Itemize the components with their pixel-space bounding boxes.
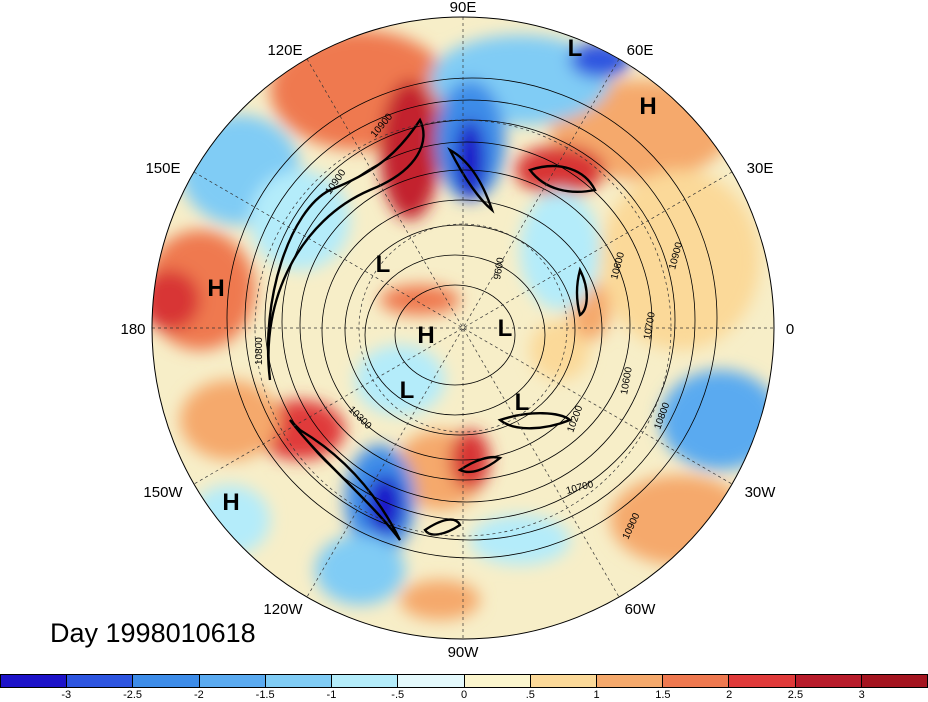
- low-marker: L: [400, 377, 415, 404]
- wind-contours: [266, 117, 597, 541]
- lon-label: 0: [786, 321, 794, 338]
- colorbar-box: [199, 674, 266, 688]
- colorbar-box: [530, 674, 597, 688]
- colorbar-box: [0, 674, 68, 688]
- colorbar-box: [596, 674, 664, 688]
- high-marker: H: [222, 489, 239, 516]
- low-marker: L: [568, 35, 583, 62]
- colorbar-tick-label: 1: [593, 689, 600, 701]
- colorbar-box: [795, 674, 862, 688]
- lon-label: 30E: [747, 160, 774, 177]
- low-marker: L: [376, 251, 391, 278]
- contour-label: 10800: [254, 337, 265, 365]
- colorbar-ticks: -3 -2.5 -2 -1.5 -1 -.5 0 .5 1 1.5 2 2.5 3: [0, 689, 928, 702]
- longitude-labels: 90E 60E 30E 0 30W 60W 90W 120W 150W 180 …: [120, 0, 794, 661]
- pressure-centers: L H H L H L L L H: [207, 35, 656, 516]
- colorbar-tick-label: -2: [193, 689, 204, 701]
- colorbar-box: [398, 674, 465, 688]
- colorbar-tick-label: -3: [61, 689, 72, 701]
- lon-label: 150W: [143, 484, 183, 501]
- colorbar-tick-label: -.5: [391, 689, 405, 701]
- colorbar-box: [332, 674, 399, 688]
- colorbar-box: [663, 674, 730, 688]
- colorbar-tick-label: -1.5: [255, 689, 275, 701]
- colorbar-tick-label: 2.5: [787, 689, 804, 701]
- colorbar-tick-label: .5: [525, 689, 535, 701]
- map-boundary: [151, 16, 775, 640]
- graticule: [152, 17, 774, 639]
- colorbar-box: [67, 674, 134, 688]
- plot-title: Day 1998010618: [50, 618, 256, 648]
- low-marker: L: [498, 315, 513, 342]
- high-marker: H: [639, 93, 656, 120]
- colorbar-box: [265, 674, 333, 688]
- lon-label: 180: [120, 321, 145, 338]
- lon-label: 60E: [627, 42, 654, 59]
- colorbar-box: [464, 674, 531, 688]
- lon-label: 60W: [625, 601, 657, 618]
- contour-label: 10600: [619, 366, 635, 396]
- contour-label: 10700: [642, 311, 658, 341]
- anomaly-field: [152, 17, 774, 639]
- high-marker: H: [207, 275, 224, 302]
- contour-label: 9600: [492, 256, 507, 280]
- colorbar-tick-label: -2.5: [123, 689, 143, 701]
- colorbar-box: [729, 674, 796, 688]
- colorbar-box: [133, 674, 200, 688]
- lon-label: 150E: [145, 160, 180, 177]
- colorbar-tick-label: 3: [858, 689, 865, 701]
- colorbar-box: [861, 674, 928, 688]
- colorbar-tick-label: 0: [460, 689, 468, 701]
- lon-label: 90E: [450, 0, 477, 16]
- high-marker: H: [417, 322, 434, 349]
- colorbar: [0, 674, 928, 688]
- lon-label: 90W: [448, 644, 480, 661]
- lon-label: 120W: [263, 601, 303, 618]
- lon-label: 30W: [745, 484, 777, 501]
- colorbar-tick-label: 1.5: [655, 689, 671, 701]
- colorbar-tick-label: 2: [726, 689, 733, 701]
- low-marker: L: [515, 389, 530, 416]
- colorbar-tick-label: -1: [326, 689, 337, 701]
- lon-label: 120E: [267, 42, 302, 59]
